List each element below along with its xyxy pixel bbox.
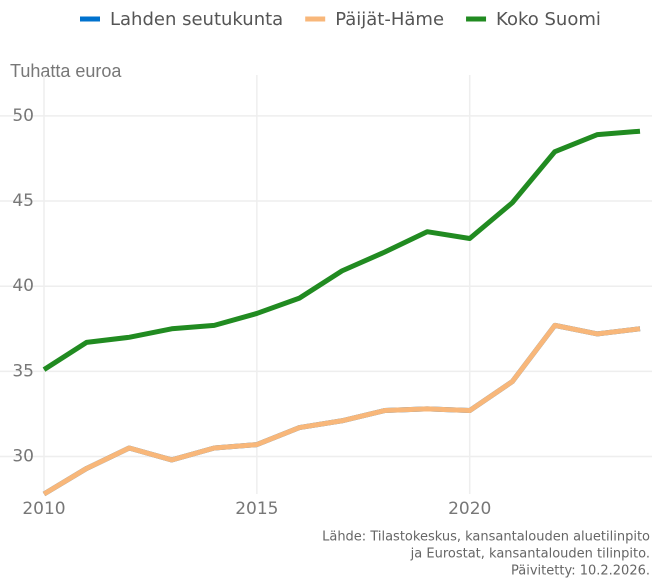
y-tick-label: 45 [12,191,34,211]
legend-label: Lahden seutukunta [110,9,283,30]
legend-label: Koko Suomi [496,9,601,30]
y-tick-label: 40 [12,276,34,296]
x-tick-label: 2010 [22,499,65,519]
line [42,322,641,497]
caption: Lähde: Tilastokeskus, kansantalouden alu… [322,530,650,545]
caption: Päivitetty: 10.2.2026. [511,564,650,579]
y-axis-label: Tuhatta euroa [10,61,122,81]
y-tick-label: 50 [12,106,34,126]
caption: ja Eurostat, kansantalouden tilinpito. [410,547,650,562]
x-tick-label: 2020 [448,499,491,519]
legend-label: Päijät-Häme [335,9,444,30]
x-tick-label: 2015 [235,499,278,519]
line [42,128,641,372]
y-tick-label: 35 [12,361,34,381]
y-tick-label: 30 [12,447,34,467]
line [42,322,641,497]
